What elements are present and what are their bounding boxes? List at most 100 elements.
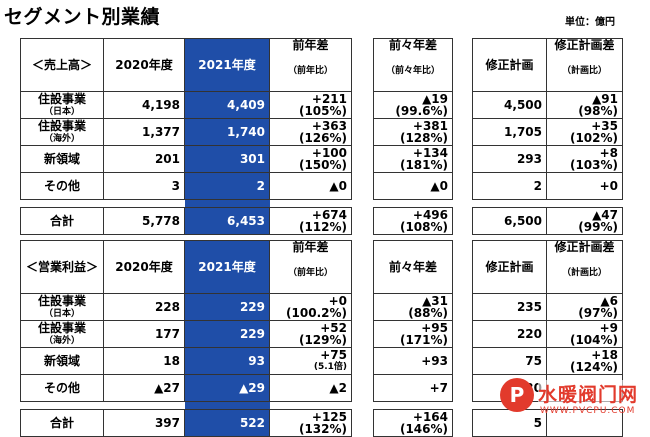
header-label: ＜営業利益＞ [20,240,104,294]
table-cell: ▲31 (88%) [373,293,453,321]
table-cell: +100 (150%) [269,145,352,173]
table-cell: 3 [103,172,185,200]
table-cell [453,200,473,208]
table-cell: 220 [472,320,547,348]
table-cell: 397 [103,409,185,437]
column-gap [352,39,374,92]
table-cell: +8 (103%) [546,145,623,173]
table-cell: 301 [184,145,270,173]
table-cell: 6,453 [184,207,270,235]
sales-table: ＜売上高＞ 2020年度 2021年度 前年差 （前年比） 前々年差 （前々年比） … [20,38,623,235]
table-cell: ▲0 [269,172,352,200]
header-two-year: 前々年差 （前々年比） [373,38,453,92]
table-cell [547,200,623,208]
table-row: 新領域 18 93 +75 (5.1倍) +93 75 +18 (124%) [20,347,623,375]
column-gap [352,375,374,402]
table-cell: 177 [103,320,185,348]
header-2021: 2021年度 [184,240,270,294]
table-cell: +134 (181%) [373,145,453,173]
table-cell: ▲27 [103,374,185,402]
header-yoy: 前年差 （前年比） [269,38,352,92]
table-cell: +35 (102%) [546,118,623,146]
table-cell [21,200,104,208]
table-cell: 4,198 [103,91,185,119]
table-header-row: ＜売上高＞ 2020年度 2021年度 前年差 （前年比） 前々年差 （前々年比） … [20,38,623,92]
table-cell: 新領域 [20,145,104,173]
header-two-year: 前々年差 [373,240,453,294]
table-row: 住設事業 （海外） 1,377 1,740 +363 (126%) +381 (128… [20,118,623,146]
header-plan-diff: 修正計画差 （計画比） [546,38,623,92]
table-cell: 住設事業 （海外） [20,320,104,348]
column-gap [352,410,374,437]
table-cell: +381 (128%) [373,118,453,146]
table-cell [104,402,185,410]
table-cell: 新領域 [20,347,104,375]
header-2020: 2020年度 [103,38,185,92]
table-cell: +0 [546,172,623,200]
page-title: セグメント別業績 [4,6,161,28]
table-cell: 2 [184,172,270,200]
table-cell: ▲19 (99.6%) [373,91,453,119]
table-row: 住設事業 （日本） 228 229 +0 (100.2%) ▲31 (88%) 235… [20,293,623,321]
column-gap [453,92,473,119]
table-cell [270,200,352,208]
table-cell: 1,705 [472,118,547,146]
table-cell: 住設事業 （海外） [20,118,104,146]
table-cell [374,402,453,410]
table-cell: ▲29 [184,374,270,402]
column-gap [453,375,473,402]
table-cell: +674 (112%) [269,207,352,235]
column-gap [352,348,374,375]
total-row: 合計 5,778 6,453 +674 (112%) +496 (108%) 6,5… [20,207,623,235]
column-gap [352,294,374,321]
table-cell: +95 (171%) [373,320,453,348]
table-cell: ▲2 [269,374,352,402]
column-gap [453,348,473,375]
table-cell: +496 (108%) [373,207,453,235]
table-cell: その他 [20,374,104,402]
table-cell: 522 [184,409,270,437]
column-gap [453,208,473,235]
watermark-url: WWW.PVCPU.COM [540,406,636,416]
table-cell: +164 (146%) [373,409,453,437]
watermark-text: 水暖阀门网 [538,380,639,407]
table-cell [184,401,270,410]
column-gap [453,321,473,348]
table-cell: 住設事業 （日本） [20,293,104,321]
table-cell: その他 [20,172,104,200]
table-cell: 293 [472,145,547,173]
column-gap [352,241,374,294]
column-gap [453,410,473,437]
table-row: 新領域 201 301 +100 (150%) +134 (181%) 293 +8… [20,145,623,173]
table-cell: 合計 [20,409,104,437]
table-cell: 228 [103,293,185,321]
table-cell [21,402,104,410]
table-cell [270,402,352,410]
table-cell: 4,409 [184,91,270,119]
header-plan-diff: 修正計画差 （計画比） [546,240,623,294]
column-gap [453,146,473,173]
table-cell [453,402,473,410]
header-plan: 修正計画 [472,240,547,294]
table-cell: +7 [373,374,453,402]
table-cell: +211 (105%) [269,91,352,119]
column-gap [352,208,374,235]
table-cell: 93 [184,347,270,375]
column-gap [352,146,374,173]
table-cell: ▲0 [373,172,453,200]
operating-profit-table: ＜営業利益＞ 2020年度 2021年度 前年差 （前年比） 前々年差 修正計画 … [20,240,623,437]
column-gap [453,39,473,92]
table-cell: 235 [472,293,547,321]
table-cell: 6,500 [472,207,547,235]
header-label: ＜売上高＞ [20,38,104,92]
table-header-row: ＜営業利益＞ 2020年度 2021年度 前年差 （前年比） 前々年差 修正計画 … [20,240,623,294]
table-cell [104,200,185,208]
column-gap [352,92,374,119]
table-cell [184,199,270,208]
table-cell: 1,740 [184,118,270,146]
table-cell: +93 [373,347,453,375]
table-cell [374,200,453,208]
table-cell: +52 (129%) [269,320,352,348]
table-row: 住設事業 （海外） 177 229 +52 (129%) +95 (171%) 220… [20,320,623,348]
table-cell: 75 [472,347,547,375]
